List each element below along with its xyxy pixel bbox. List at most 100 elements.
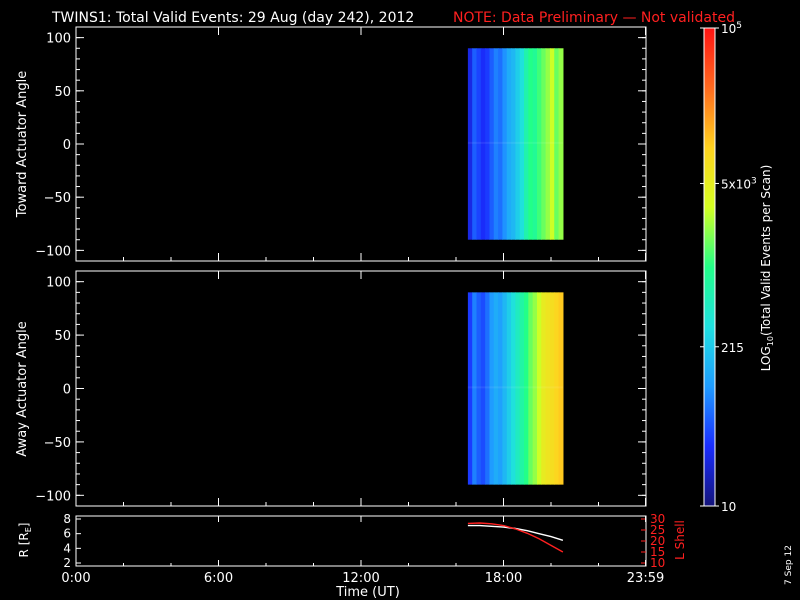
orbit-ylabel-end: ] bbox=[17, 523, 31, 528]
heatmap-column bbox=[480, 292, 486, 485]
time-tick-label: 0:00 bbox=[61, 571, 90, 586]
heatmap-column bbox=[558, 292, 564, 485]
heatmap-column bbox=[524, 48, 529, 240]
colorbar-tick-label-exp: 5 bbox=[736, 21, 742, 31]
heatmap-column bbox=[485, 292, 491, 485]
datestamp: 7 Sep 12 bbox=[784, 545, 794, 585]
y-tick-label: −50 bbox=[44, 436, 71, 451]
colorbar-label-suffix: (Total Valid Events per Scan) bbox=[759, 165, 773, 336]
colorbar-tick-label: 105 bbox=[721, 21, 742, 36]
heatmap-column bbox=[493, 48, 499, 240]
heatmap-column bbox=[467, 48, 473, 240]
colorbar-tick-label-exp: 3 bbox=[751, 176, 757, 186]
colorbar-tick-label: 215 bbox=[721, 341, 744, 355]
heatmap-column bbox=[511, 48, 516, 240]
away-ylabel: Away Actuator Angle bbox=[15, 321, 30, 456]
time-tick-label: 12:00 bbox=[342, 571, 379, 586]
heatmap-column bbox=[485, 48, 491, 240]
heatmap-column bbox=[524, 292, 529, 485]
heatmap-column bbox=[549, 292, 555, 485]
heatmap-column bbox=[519, 292, 525, 485]
heatmap-column bbox=[472, 48, 478, 240]
y-tick-label: 100 bbox=[46, 276, 71, 291]
lshell-tick-label: 10 bbox=[650, 556, 665, 570]
lshell-tick-label: 20 bbox=[650, 534, 665, 548]
heatmap-column bbox=[558, 48, 564, 240]
colorbar-tick-label: 5x103 bbox=[721, 176, 757, 191]
colorbar-tick-label-base: 5x10 bbox=[721, 177, 751, 191]
heatmap-column bbox=[532, 292, 538, 485]
lshell-tick-label: 30 bbox=[650, 512, 665, 526]
lshell-ylabel: L Shell bbox=[673, 520, 687, 560]
lshell-tick-label: 25 bbox=[650, 523, 665, 537]
orbit-ylabel-sub: E bbox=[24, 527, 33, 532]
heatmap-column bbox=[541, 292, 547, 485]
heatmap-column bbox=[472, 292, 478, 485]
y-tick-label: 50 bbox=[54, 85, 71, 100]
heatmap-column bbox=[476, 292, 482, 485]
preliminary-note: NOTE: Data Preliminary — Not validated bbox=[453, 10, 735, 26]
heatmap-center-band bbox=[467, 386, 563, 389]
heatmap-column bbox=[528, 48, 534, 240]
heatmap-column bbox=[467, 292, 473, 485]
y-tick-label: −50 bbox=[44, 191, 71, 206]
y-tick-label: 0 bbox=[63, 138, 71, 153]
orbit-y-tick-label: 8 bbox=[63, 512, 71, 526]
heatmap-column bbox=[498, 292, 504, 485]
heatmap-column bbox=[502, 48, 508, 240]
r-distance-line bbox=[467, 524, 564, 541]
heatmap-column bbox=[498, 48, 504, 240]
heatmap-column bbox=[506, 292, 512, 485]
heatmap-column bbox=[493, 292, 499, 485]
colorbar-label: LOG10(Total Valid Events per Scan) bbox=[759, 165, 775, 372]
colorbar-tick-label: 10 bbox=[721, 500, 736, 514]
plot-title: TWINS1: Total Valid Events: 29 Aug (day … bbox=[51, 10, 414, 26]
heatmap-column bbox=[502, 292, 508, 485]
heatmap-column bbox=[519, 48, 525, 240]
away-angle-panel: 100 50 0 −50 −100 bbox=[35, 270, 647, 507]
colorbar-label-prefix: LOG bbox=[759, 346, 773, 371]
heatmap-column bbox=[549, 48, 555, 240]
colorbar-tick-label-base: 10 bbox=[721, 22, 736, 36]
heatmap-column bbox=[515, 292, 521, 485]
y-tick-label: 50 bbox=[54, 329, 71, 344]
heatmap-column bbox=[554, 48, 560, 240]
heatmap-column bbox=[515, 48, 521, 240]
toward-ylabel: Toward Actuator Angle bbox=[15, 71, 30, 218]
colorbar-tick-label-base: 215 bbox=[721, 341, 744, 355]
y-tick-label: 100 bbox=[46, 32, 71, 47]
time-tick-label: 6:00 bbox=[204, 571, 233, 586]
heatmap-column bbox=[489, 48, 495, 240]
colorbar-bar bbox=[703, 27, 716, 507]
time-tick-label: 18:00 bbox=[485, 571, 522, 586]
orbit-y-tick-label: 4 bbox=[63, 541, 71, 555]
colorbar-tick-label-base: 10 bbox=[721, 500, 736, 514]
y-tick-label: −100 bbox=[35, 244, 71, 259]
heatmap-column bbox=[511, 292, 516, 485]
lshell-tick-label: 15 bbox=[650, 545, 665, 559]
y-tick-label: 0 bbox=[63, 383, 71, 398]
heatmap-column bbox=[545, 48, 551, 240]
heatmap-column bbox=[532, 48, 538, 240]
colorbar-label-sub: 10 bbox=[766, 336, 775, 346]
heatmap-column bbox=[476, 48, 482, 240]
orbit-y-tick-label: 2 bbox=[63, 556, 71, 570]
heatmap-column bbox=[480, 48, 486, 240]
toward-angle-panel: 100 50 0 −50 −100 bbox=[35, 26, 647, 262]
heatmap-column bbox=[536, 292, 542, 485]
orbit-ylabel-main: R [R bbox=[17, 532, 31, 557]
orbit-frame bbox=[75, 515, 647, 567]
heatmap-column bbox=[506, 48, 512, 240]
heatmap-center-band bbox=[467, 141, 563, 144]
heatmap-column bbox=[554, 292, 560, 485]
orbit-ylabel: R [RE] bbox=[17, 523, 33, 558]
heatmap-column bbox=[528, 292, 534, 485]
lshell-line bbox=[467, 522, 564, 553]
heatmap-column bbox=[545, 292, 551, 485]
y-tick-label: −100 bbox=[35, 489, 71, 504]
heatmap-column bbox=[536, 48, 542, 240]
heatmap-column bbox=[489, 292, 495, 485]
